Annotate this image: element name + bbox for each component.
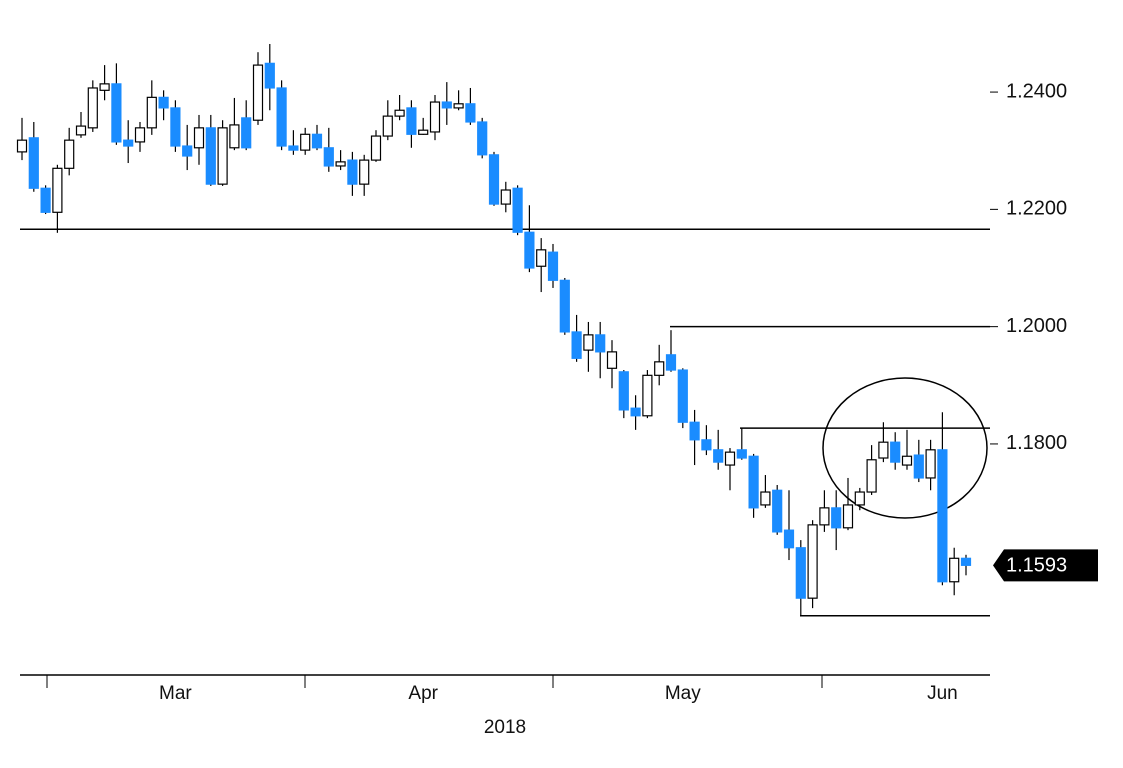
candle-body: [182, 145, 193, 157]
candle-body: [52, 167, 63, 213]
candle-body: [16, 139, 28, 153]
candle-body: [418, 129, 429, 135]
candle-body: [252, 64, 264, 121]
candle-body: [359, 159, 370, 185]
candle-body: [536, 249, 547, 267]
candle-body: [205, 127, 216, 185]
y-tick-label: 1.2200: [1006, 198, 1067, 220]
candle-body: [488, 154, 500, 205]
candle-body: [748, 455, 759, 509]
candle-body: [406, 107, 417, 135]
candle-body: [736, 449, 747, 459]
candle-body: [311, 133, 323, 149]
candle-body: [123, 139, 134, 147]
candle-body: [583, 334, 594, 351]
x-tick-label: May: [665, 683, 701, 704]
last-price-label: 1.1593: [1006, 555, 1067, 577]
candle-body: [547, 251, 559, 281]
candle-body: [949, 557, 960, 583]
candle-body: [913, 454, 924, 479]
candle-body: [111, 83, 122, 143]
candle-body: [807, 524, 818, 599]
candle-body: [382, 115, 393, 137]
candle-body: [75, 125, 87, 136]
y-tick-label: 1.2000: [1006, 315, 1067, 337]
candle-body: [960, 557, 972, 566]
candle-body: [87, 87, 98, 129]
candle-body: [595, 334, 606, 353]
candle-body: [193, 127, 205, 149]
x-tick-label: Jun: [927, 683, 958, 704]
candle-body: [866, 459, 877, 493]
candle-body: [99, 83, 110, 91]
x-tick-label: Apr: [408, 683, 438, 704]
candle-body: [288, 145, 299, 151]
candle-body: [370, 135, 382, 161]
candle-body: [276, 87, 287, 147]
candle-body: [512, 187, 523, 233]
candle-body: [819, 507, 830, 526]
candle-body: [453, 103, 464, 109]
candle-body: [229, 124, 240, 149]
candle-body: [630, 407, 641, 417]
candle-body: [146, 96, 157, 129]
candle-body: [701, 439, 712, 451]
candle-body: [937, 449, 948, 583]
candle-body: [300, 133, 311, 151]
candle-body: [724, 451, 736, 466]
candle-body: [158, 96, 169, 109]
candle-body: [465, 103, 476, 123]
candle-body: [429, 101, 441, 133]
candle-body: [28, 137, 39, 189]
last-price-tag: [993, 549, 1098, 582]
candle-body: [323, 147, 334, 167]
highlight-ellipse: [822, 377, 988, 519]
candle-body: [40, 187, 51, 213]
candle-body: [347, 159, 358, 185]
candle-body: [901, 455, 913, 466]
candle-body: [842, 504, 854, 529]
candle-body: [689, 421, 700, 441]
candle-body: [64, 139, 75, 169]
candle-body: [795, 547, 806, 599]
candle-body: [925, 449, 936, 479]
candle-body: [559, 279, 570, 333]
candle-body: [500, 189, 511, 205]
year-label: 2018: [484, 717, 526, 738]
x-tick-label: Mar: [159, 683, 192, 704]
y-tick-label: 1.2400: [1006, 80, 1067, 102]
candle-body: [606, 351, 618, 369]
candle-body: [831, 507, 842, 529]
candle-body: [394, 109, 405, 117]
candle-body: [618, 371, 629, 411]
candle-body: [170, 107, 181, 147]
candle-body: [524, 231, 535, 269]
candle-body: [217, 127, 228, 185]
candle-body: [760, 491, 771, 506]
y-tick-label: 1.1800: [1006, 432, 1067, 454]
candle-body: [783, 529, 795, 549]
candle-body: [642, 374, 653, 417]
candle-body: [264, 62, 275, 89]
candle-body: [713, 449, 724, 463]
candle-body: [654, 361, 665, 376]
candle-body: [477, 121, 488, 156]
candle-body: [241, 117, 252, 149]
candle-body: [134, 127, 146, 143]
candle-body: [677, 369, 688, 423]
candle-body: [878, 441, 889, 459]
candle-body: [854, 491, 865, 506]
candle-body: [665, 354, 677, 371]
candle-body: [335, 161, 346, 167]
candle-body: [571, 331, 582, 359]
candle-body: [441, 101, 452, 109]
candle-body: [890, 441, 901, 463]
candle-body: [772, 489, 783, 533]
